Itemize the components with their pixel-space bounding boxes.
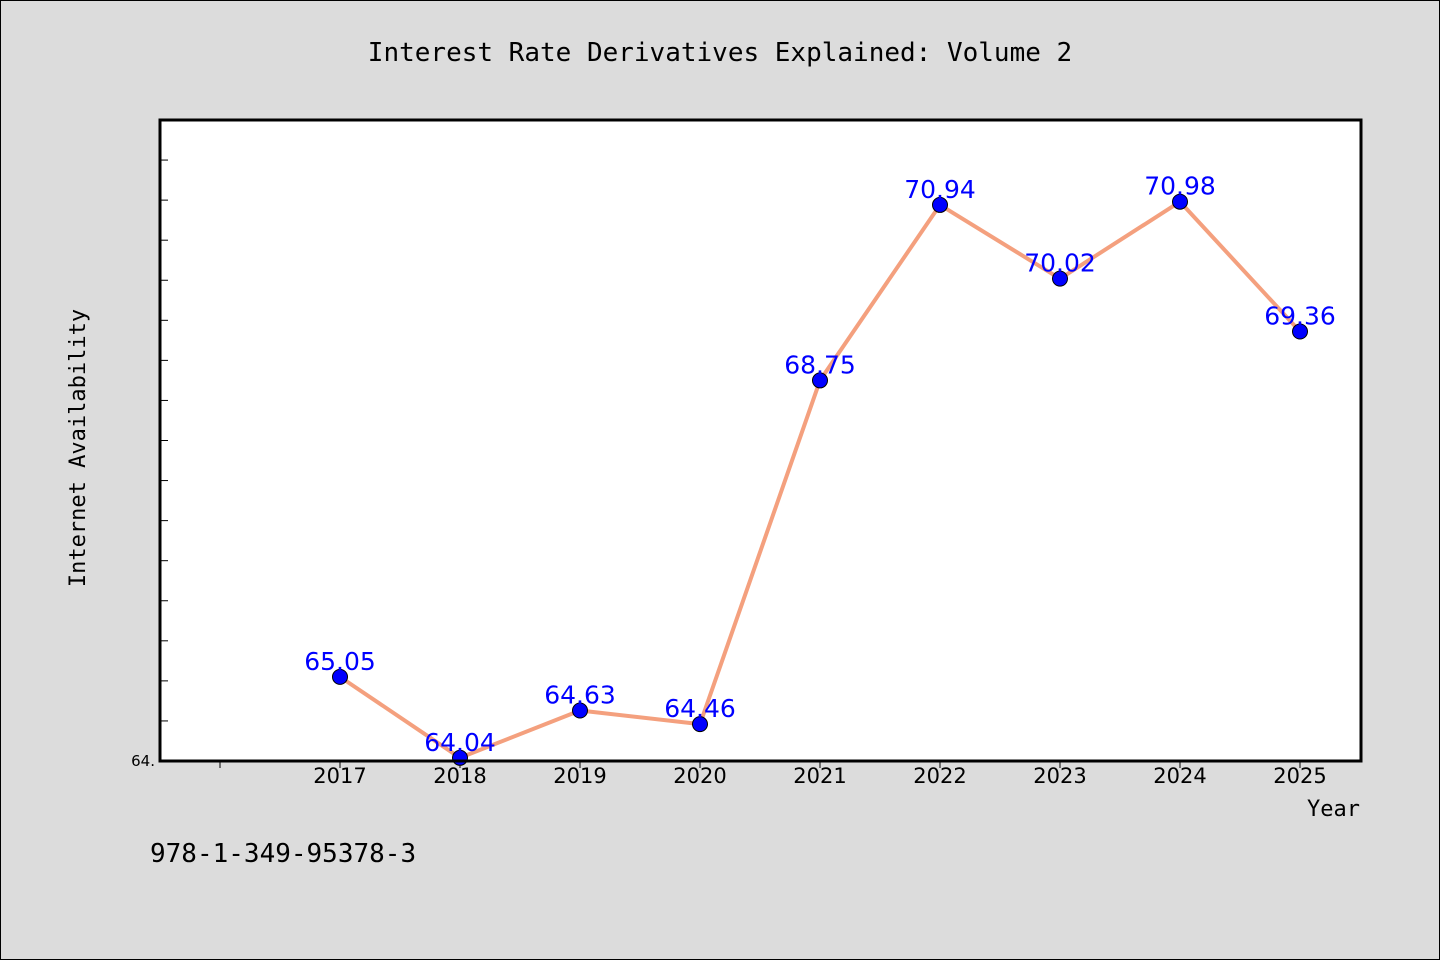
data-label: 70.02 — [1024, 249, 1096, 278]
data-label: 70.94 — [904, 175, 976, 204]
x-tick-label: 2022 — [913, 764, 966, 788]
x-tick-label: 2017 — [313, 764, 366, 788]
y-tick-label: 64. — [131, 752, 155, 770]
data-point — [692, 716, 708, 733]
data-label: 64.63 — [544, 681, 616, 710]
x-axis-ticks: 2017 2018 2019 2020 2021 2022 2023 2024 2025 — [219, 761, 1327, 788]
data-label: 65.05 — [304, 647, 376, 676]
data-label: 64.04 — [424, 728, 496, 757]
chart-title: Interest Rate Derivatives Explained: Vol… — [368, 38, 1072, 68]
data-label: 70.98 — [1144, 172, 1216, 201]
data-label: 64.46 — [664, 694, 736, 723]
y-axis-label: Internet Availability — [66, 309, 91, 587]
plot-border — [158, 118, 1363, 763]
data-label: 68.75 — [784, 350, 856, 379]
x-axis-label: Year — [1307, 797, 1360, 822]
data-point — [332, 668, 348, 685]
x-tick-label: 2024 — [1153, 764, 1206, 788]
data-point — [1292, 323, 1308, 340]
plot-area — [160, 120, 1361, 761]
data-label: 69.36 — [1264, 302, 1336, 331]
data-point — [1172, 193, 1188, 210]
x-tick-label: 2019 — [553, 764, 606, 788]
x-tick-label: 2023 — [1033, 764, 1086, 788]
x-tick-label: 2018 — [433, 764, 486, 788]
data-point — [812, 372, 828, 389]
x-tick-label: 2020 — [673, 764, 726, 788]
data-point — [572, 702, 588, 719]
x-tick-label: 2021 — [793, 764, 846, 788]
data-point — [932, 196, 948, 213]
series-group: 65.05 64.04 64.63 64.46 68.75 70.94 70.02 70.98… — [304, 172, 1336, 766]
data-point — [1052, 270, 1068, 287]
x-tick-label: 2025 — [1273, 764, 1326, 788]
isbn-text: 978-1-349-95378-3 — [150, 839, 416, 869]
